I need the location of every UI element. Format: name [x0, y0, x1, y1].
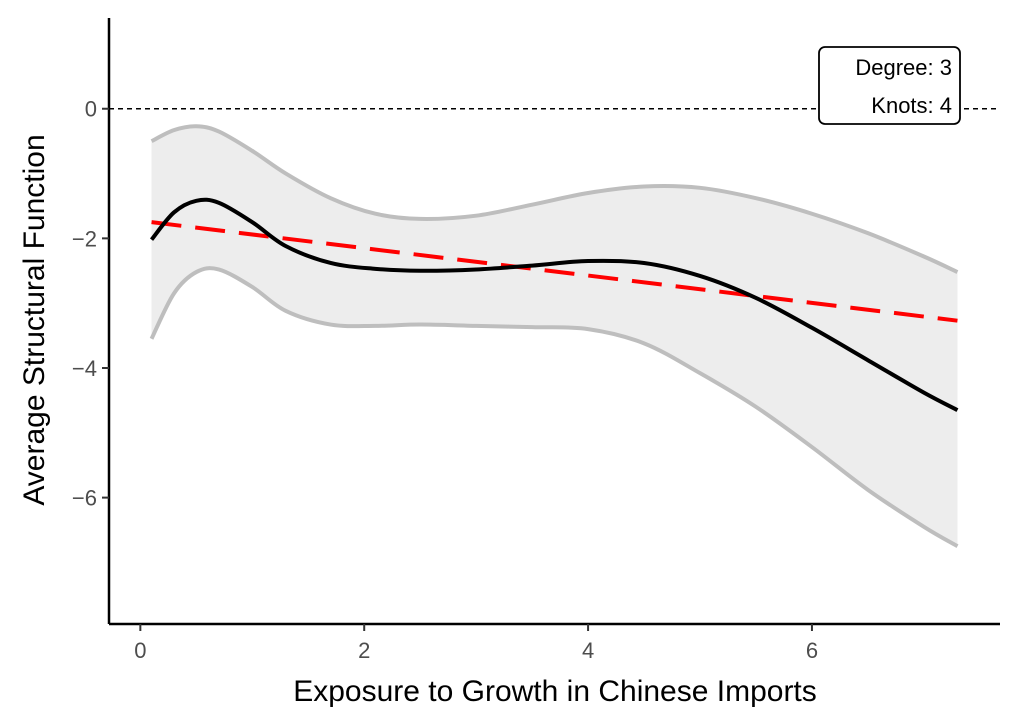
y-axis-ticks: 0 −2 −4 −6 — [72, 97, 109, 511]
x-axis-title: Exposure to Growth in Chinese Imports — [293, 675, 817, 708]
x-tick-label: 6 — [806, 638, 818, 663]
x-tick-label: 2 — [358, 638, 370, 663]
lower-ci-line — [149, 266, 959, 548]
annotation-box: Degree: 3 Knots: 4 — [818, 46, 961, 125]
y-tick-label: −4 — [72, 356, 97, 381]
y-tick-label: 0 — [85, 97, 97, 122]
y-axis-title: Average Structural Function — [18, 134, 51, 505]
annotation-knots: Knots: 4 — [871, 93, 952, 118]
linear-fit-line — [151, 220, 958, 323]
y-tick-label: −6 — [72, 486, 97, 511]
x-tick-label: 0 — [134, 638, 146, 663]
x-axis-ticks: 0 2 4 6 — [134, 624, 818, 663]
upper-ci-line — [150, 124, 959, 274]
y-tick-label: −2 — [72, 226, 97, 251]
x-tick-label: 4 — [582, 638, 594, 663]
confidence-band — [151, 126, 958, 547]
estimate-line — [149, 197, 959, 412]
annotation-frame — [818, 46, 961, 125]
annotation-degree: Degree: 3 — [855, 55, 952, 80]
